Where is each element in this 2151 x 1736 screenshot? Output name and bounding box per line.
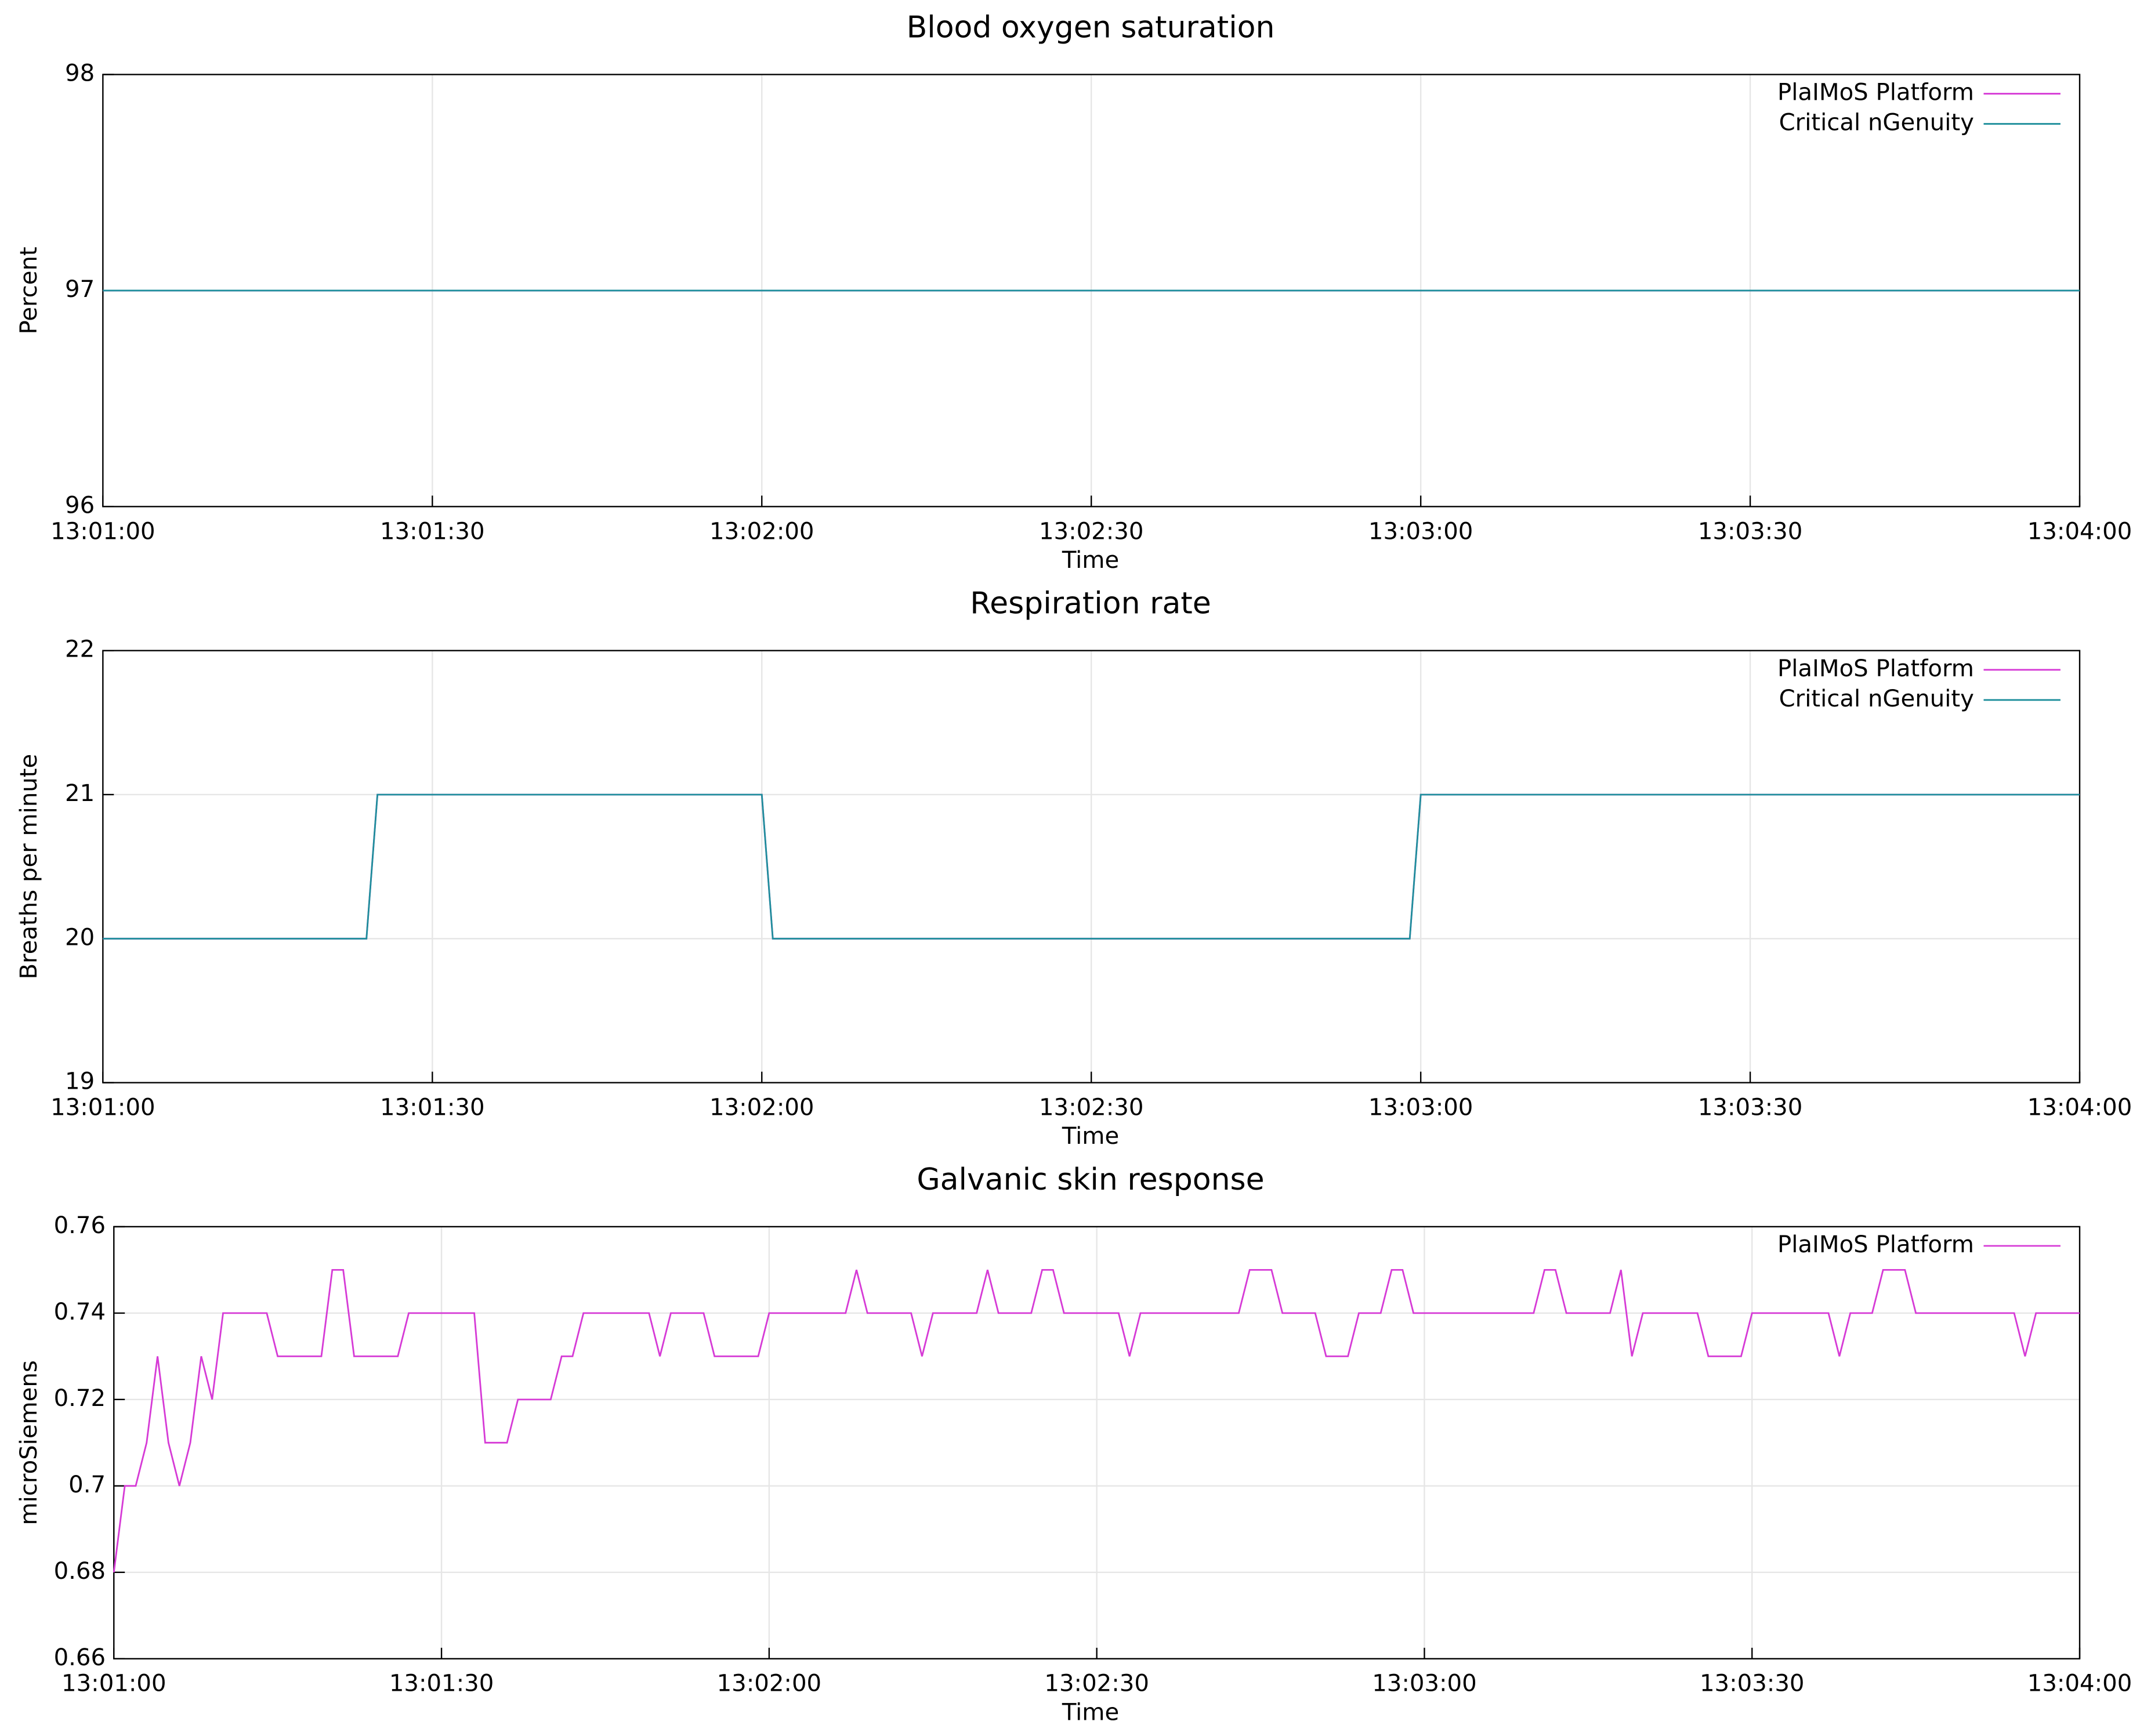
x-tick-label: 13:01:00 xyxy=(50,1094,155,1121)
data-line xyxy=(113,1269,2080,1573)
x-axis-label: Time xyxy=(1062,547,1119,574)
legend-label: PlaIMoS Platform xyxy=(1777,1231,1974,1258)
legend-label: PlaIMoS Platform xyxy=(1777,655,1974,682)
legend-label: PlaIMoS Platform xyxy=(1777,79,1974,106)
x-tick-label: 13:03:00 xyxy=(1368,1094,1473,1121)
x-tick-label: 13:02:00 xyxy=(709,1094,814,1121)
data-line xyxy=(103,793,2080,940)
chart-title: Blood oxygen saturation xyxy=(907,10,1275,45)
x-tick-label: 13:03:00 xyxy=(1372,1670,1477,1697)
chart-title: Galvanic skin response xyxy=(917,1162,1264,1197)
y-tick-label: 22 xyxy=(65,636,95,663)
y-tick-label: 0.66 xyxy=(54,1644,106,1671)
chart-panel: Galvanic skin response Time microSiemens 0.… xyxy=(16,1162,2132,1726)
x-tick-label: 13:02:00 xyxy=(717,1670,822,1697)
x-tick-label: 13:02:30 xyxy=(1039,1094,1144,1121)
y-tick-label: 97 xyxy=(65,276,95,303)
x-tick-label: 13:03:30 xyxy=(1700,1670,1804,1697)
x-axis-label: Time xyxy=(1062,1123,1119,1150)
x-tick-label: 13:01:30 xyxy=(380,1094,485,1121)
chart-panel: Blood oxygen saturation Time Percent 96 97 98… xyxy=(16,10,2132,574)
x-tick-label: 13:01:00 xyxy=(50,518,155,545)
x-tick-label: 13:04:00 xyxy=(2027,518,2132,545)
x-tick-label: 13:01:30 xyxy=(389,1670,494,1697)
y-tick-label: 20 xyxy=(65,924,95,951)
chart-title: Respiration rate xyxy=(970,586,1211,621)
legend-label: Critical nGenuity xyxy=(1779,110,1974,136)
y-axis-label: Breaths per minute xyxy=(16,754,42,980)
x-tick-label: 13:02:30 xyxy=(1044,1670,1149,1697)
x-tick-label: 13:01:30 xyxy=(380,518,485,545)
x-tick-label: 13:04:00 xyxy=(2027,1094,2132,1121)
y-tick-label: 21 xyxy=(65,780,95,807)
x-tick-label: 13:03:30 xyxy=(1698,518,1803,545)
x-tick-label: 13:02:00 xyxy=(709,518,814,545)
x-tick-label: 13:04:00 xyxy=(2027,1670,2132,1697)
y-tick-label: 96 xyxy=(65,492,95,519)
x-tick-label: 13:03:00 xyxy=(1368,518,1473,545)
y-tick-label: 98 xyxy=(65,60,95,86)
y-tick-label: 0.76 xyxy=(54,1212,106,1239)
plot-frame xyxy=(113,1226,2081,1659)
x-tick-label: 13:03:30 xyxy=(1698,1094,1803,1121)
x-axis-label: Time xyxy=(1062,1699,1119,1726)
y-tick-label: 0.72 xyxy=(54,1385,106,1412)
y-tick-label: 0.7 xyxy=(68,1472,106,1498)
chart-panel: Respiration rate Time Breaths per minute 19… xyxy=(16,586,2132,1150)
y-tick-label: 0.74 xyxy=(54,1299,106,1325)
y-axis-label: microSiemens xyxy=(16,1360,42,1525)
y-tick-label: 0.68 xyxy=(54,1558,106,1585)
x-tick-label: 13:01:00 xyxy=(61,1670,166,1697)
y-tick-label: 19 xyxy=(65,1068,95,1095)
x-tick-label: 13:02:30 xyxy=(1039,518,1144,545)
y-axis-label: Percent xyxy=(16,247,42,334)
plot-frame xyxy=(102,650,2081,1083)
legend-label: Critical nGenuity xyxy=(1779,686,1974,712)
